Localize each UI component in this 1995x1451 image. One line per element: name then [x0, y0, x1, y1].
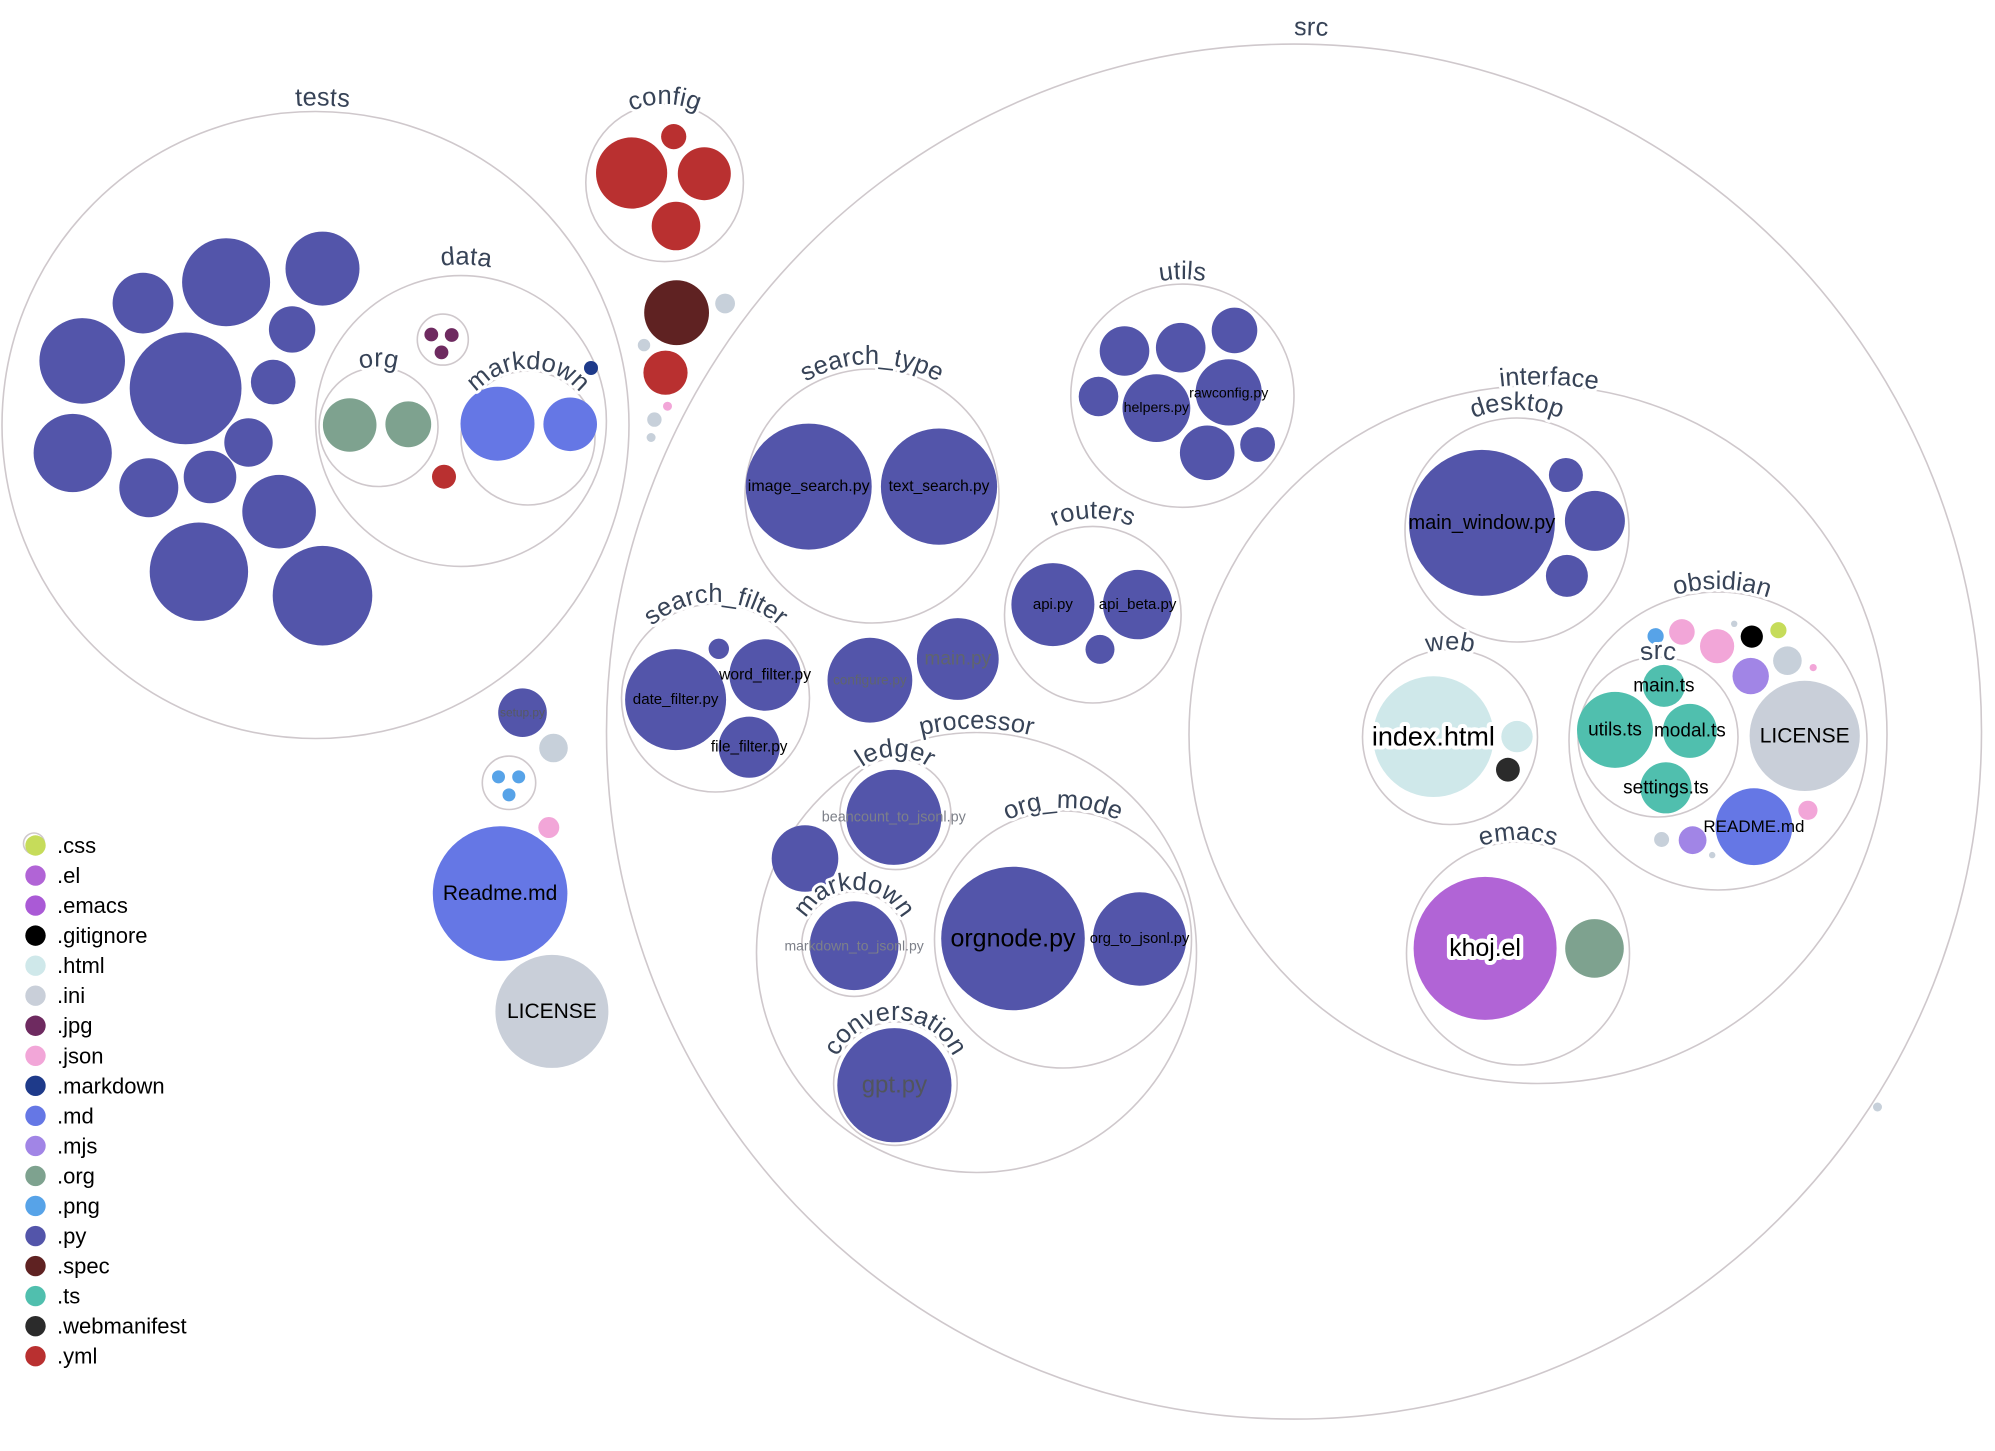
svg-text:helpers.py: helpers.py — [1124, 400, 1190, 416]
svg-text:orgnode.py: orgnode.py — [950, 925, 1076, 953]
svg-text:khoj.el: khoj.el — [1449, 935, 1521, 962]
svg-text:.webmanifest: .webmanifest — [57, 1314, 187, 1339]
svg-text:tests: tests — [295, 83, 352, 113]
svg-text:utils.ts: utils.ts — [1588, 719, 1642, 740]
svg-text:Readme.md: Readme.md — [443, 882, 557, 905]
svg-text:main_window.py: main_window.py — [1409, 512, 1556, 534]
svg-text:main.py: main.py — [925, 649, 992, 670]
svg-text:utils: utils — [1157, 257, 1208, 287]
svg-text:index.html: index.html — [1372, 722, 1495, 752]
svg-text:.gitignore: .gitignore — [57, 923, 148, 948]
svg-text:web: web — [1422, 627, 1477, 658]
svg-text:interface: interface — [1498, 362, 1601, 395]
svg-text:LICENSE: LICENSE — [1760, 724, 1850, 747]
svg-text:word_filter.py: word_filter.py — [718, 667, 811, 684]
svg-text:org: org — [356, 344, 401, 374]
svg-text:markdown_to_jsonl.py: markdown_to_jsonl.py — [784, 938, 923, 954]
svg-text:.ini: .ini — [57, 983, 85, 1008]
svg-text:modal.ts: modal.ts — [1654, 720, 1726, 741]
svg-text:date_filter.py: date_filter.py — [633, 691, 719, 708]
svg-text:.yml: .yml — [57, 1344, 97, 1369]
svg-text:.org: .org — [57, 1163, 95, 1188]
svg-text:.jpg: .jpg — [57, 1013, 92, 1038]
svg-text:.png: .png — [57, 1193, 100, 1218]
svg-text:.spec: .spec — [57, 1254, 110, 1279]
svg-text:main.ts: main.ts — [1633, 675, 1694, 696]
svg-text:.md: .md — [57, 1103, 94, 1128]
svg-text:.css: .css — [57, 833, 96, 858]
svg-text:beancount_to_jsonl.py: beancount_to_jsonl.py — [822, 809, 967, 825]
svg-text:.html: .html — [57, 953, 105, 978]
svg-text:configure.py: configure.py — [833, 673, 907, 688]
svg-text:.py: .py — [57, 1224, 86, 1249]
svg-text:routers: routers — [1046, 496, 1139, 532]
svg-text:org_to_jsonl.py: org_to_jsonl.py — [1090, 931, 1190, 947]
svg-text:.mjs: .mjs — [57, 1133, 97, 1158]
svg-text:image_search.py: image_search.py — [748, 478, 870, 495]
svg-text:api.py: api.py — [1033, 596, 1074, 613]
svg-text:text_search.py: text_search.py — [889, 478, 990, 495]
svg-text:setup.py: setup.py — [500, 706, 545, 720]
svg-text:.emacs: .emacs — [57, 893, 128, 918]
svg-text:LICENSE: LICENSE — [507, 1000, 597, 1023]
svg-text:README.md: README.md — [1703, 817, 1804, 836]
svg-text:.markdown: .markdown — [57, 1073, 165, 1098]
svg-text:gpt.py: gpt.py — [862, 1072, 927, 1099]
svg-text:file_filter.py: file_filter.py — [711, 739, 788, 756]
svg-text:settings.ts: settings.ts — [1623, 777, 1709, 798]
svg-text:data: data — [439, 243, 494, 274]
svg-text:rawconfig.py: rawconfig.py — [1189, 384, 1269, 400]
svg-text:.json: .json — [57, 1043, 103, 1068]
svg-text:src: src — [1638, 637, 1678, 667]
svg-text:.el: .el — [57, 863, 80, 888]
svg-text:.ts: .ts — [57, 1284, 80, 1309]
svg-text:src: src — [1294, 13, 1329, 42]
svg-text:api_beta.py: api_beta.py — [1099, 596, 1177, 613]
